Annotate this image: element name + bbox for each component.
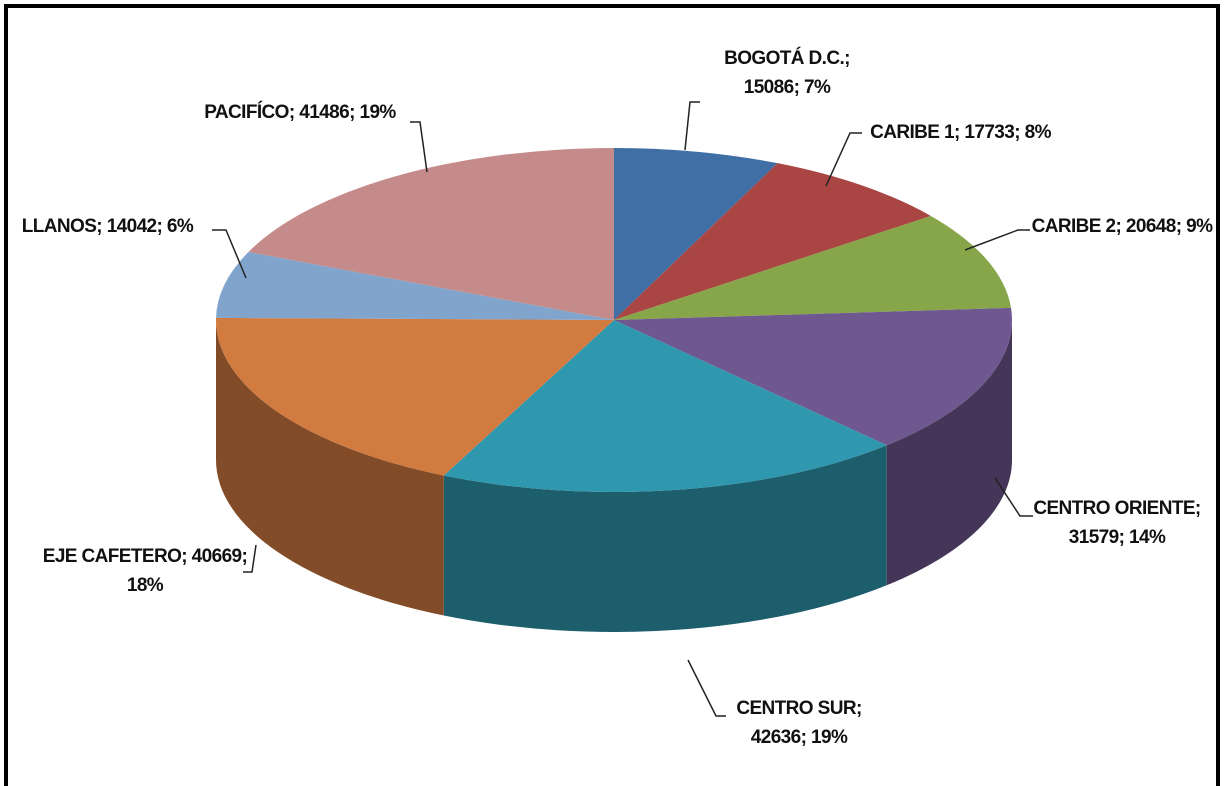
pie-slice [443,320,887,492]
pie-slice [614,148,778,320]
leader-line [212,229,247,279]
leader-line [964,229,1030,251]
data-label: LLANOS; 14042; 6% [21,216,194,237]
pie-slice [216,251,615,320]
leader-line [687,659,726,717]
leader-line [410,121,428,173]
data-label: PACIFÍCO; 41486; 19% [204,102,396,123]
leader-line [243,544,257,573]
leader-line [684,101,700,151]
data-label: CARIBE 2; 20648; 9% [1031,216,1213,237]
pie-slice [216,317,614,476]
pie-side [443,445,887,632]
leader-line [994,477,1033,517]
pie-slice [614,307,1012,446]
data-label: CENTRO SUR; 42636; 19% [736,698,862,748]
pie-slice [614,163,931,320]
leader-line [825,132,862,187]
pie-side [886,320,1012,586]
pie-slice [614,215,1012,320]
pie-slice [248,147,614,320]
pie-side [216,320,444,616]
data-label: EJE CAFETERO; 40669; 18% [42,546,248,596]
chart-border [4,4,1220,786]
data-label: BOGOTÁ D.C.; 15086; 7% [724,48,850,98]
data-label: CARIBE 1; 17733; 8% [870,122,1051,143]
data-label: CENTRO ORIENTE; 31579; 14% [1033,498,1201,548]
